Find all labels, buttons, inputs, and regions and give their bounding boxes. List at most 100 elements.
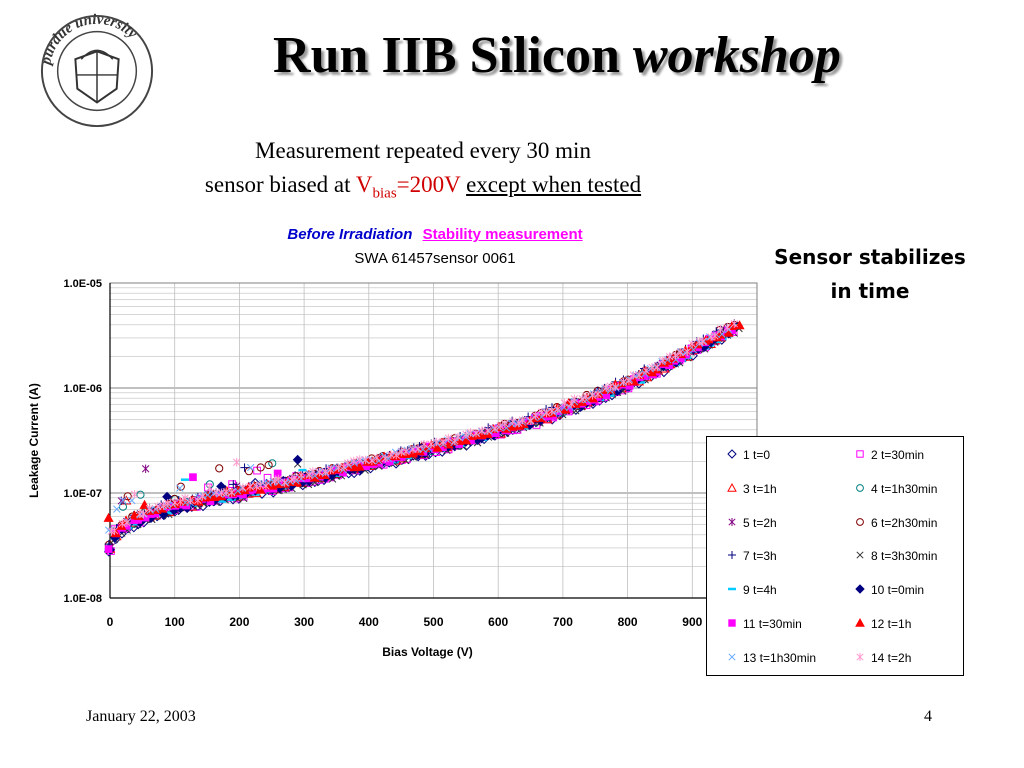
data-point [727,482,737,492]
data-point [189,473,197,482]
data-point [297,470,305,480]
x-tick-label: 800 [618,615,638,629]
legend-label: 2 t=30min [871,448,925,462]
data-point [629,370,638,380]
data-point [215,464,224,473]
legend-label: 11 t=30min [743,617,802,631]
legend-marker [856,517,864,526]
data-point [392,450,400,460]
data-point [291,473,299,482]
legend-item: 6 t=2h30min [853,515,937,531]
data-point [856,450,864,458]
data-point [683,347,692,356]
data-point [198,492,207,501]
data-point [274,474,283,484]
legend-item: 13 t=1h30min [725,650,816,666]
chart-legend: 1 t=0 2 t=30min 3 t=1h 4 t=1h30min 5 t=2h 6 t… [706,436,964,676]
x-tick-label: 600 [488,615,508,629]
data-point [240,463,249,472]
slide-title-main: Run IIB Silicon [273,27,620,84]
data-point [239,483,247,492]
data-point [688,339,696,348]
data-point [665,352,674,361]
data-point [432,442,443,452]
data-point [110,526,119,535]
data-point [518,415,527,425]
data-point [321,467,330,476]
series-4 [105,321,742,553]
subtitle-v-value: =200V [396,172,461,197]
y-axis-label: Leakage Current (A) [27,383,41,498]
legend-marker [855,584,865,594]
leakage-current-plot: 1.0E-05 1.0E-06 1.0E-07 1.0E-08 0 100 200 300 40… [27,278,758,659]
subtitle-line-2: sensor biased at Vbias=200V except when … [0,172,846,203]
data-point [653,362,661,372]
legend-item: 1 t=0 [725,447,770,463]
data-point [711,331,719,341]
data-point [128,496,136,505]
data-point [718,330,726,338]
series-5 [107,324,731,552]
legend-marker [728,587,736,591]
legend-marker [856,450,864,458]
legend-marker [728,551,736,560]
y-tick-label: 1.0E-07 [63,488,102,500]
data-point [262,481,270,491]
purdue-university-seal-logo: purdue university [38,12,154,128]
legend-item: 4 t=1h30min [853,481,937,497]
slide-title-italic: workshop [632,27,841,84]
data-point [162,491,172,502]
data-point [244,467,254,476]
data-point [292,454,303,465]
data-point [554,407,563,415]
footer-page-number: 4 [924,708,932,725]
x-tick-label: 400 [359,615,379,629]
data-point [361,455,370,465]
data-point [139,509,148,519]
data-point [728,517,736,526]
subtitle-v-sub: bias [372,185,397,202]
data-point [432,437,441,447]
data-point [496,421,504,431]
legend-label: 13 t=1h30min [743,650,817,665]
side-note-line2: in time [830,279,910,303]
x-tick-label: 200 [229,615,249,629]
y-tick-label: 1.0E-08 [63,593,102,605]
data-point [727,449,737,459]
subtitle-v-letter: V [355,172,373,197]
data-point [282,479,290,487]
data-point [439,437,447,446]
legend-label: 1 t=0 [743,448,771,462]
data-point [103,512,114,522]
data-point [444,433,453,443]
data-point [186,495,195,505]
data-point [619,379,627,387]
legend-label: 10 t=0min [871,583,925,598]
legend-marker [728,653,736,661]
data-point [676,348,684,357]
subtitle-v: Vbias=200V [355,172,461,202]
data-point [501,419,509,428]
data-point [427,439,435,449]
data-point [234,487,242,495]
data-point [381,454,389,463]
data-point [123,518,131,527]
side-note-line1: Sensor stabilizes [774,245,966,269]
chart-subtitle: SWA 61457sensor 0061 [354,250,516,267]
data-point [635,370,643,380]
data-point [659,356,667,365]
data-point [113,505,121,513]
data-point [273,469,282,478]
data-point [461,435,472,445]
data-point [582,392,590,401]
series-8 [105,324,743,555]
data-point [181,493,189,503]
legend-item: 14 t=2h [853,650,911,666]
legend-label: 8 t=3h30min [871,549,938,564]
data-point [730,319,739,328]
series-12 [103,320,745,538]
data-point [130,490,139,499]
series-3 [105,322,737,553]
x-tick-label: 500 [423,615,443,629]
data-point [145,504,154,513]
